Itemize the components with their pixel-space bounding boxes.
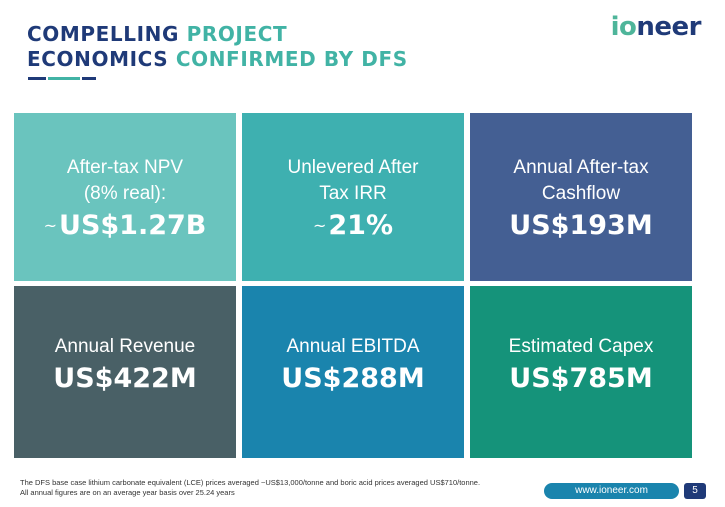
title-line2-dark: ECONOMICS: [27, 47, 176, 71]
value-text: US$288M: [281, 363, 425, 394]
footnote-line-1: The DFS base case lithium carbonate equi…: [20, 478, 481, 487]
value-text: US$785M: [509, 363, 653, 394]
approx-prefix: ~: [43, 216, 58, 236]
tile-value: ~US$1.27B: [44, 209, 207, 244]
tile-estimated-capex: Estimated Capex US$785M: [470, 286, 692, 458]
tile-label: After-tax NPV (8% real):: [66, 156, 184, 204]
value-text: 21%: [328, 209, 394, 241]
value-text: US$422M: [53, 363, 197, 394]
tile-label: Unlevered After Tax IRR: [287, 156, 419, 204]
tile-label: Annual EBITDA: [286, 336, 420, 357]
title-line2-accent: CONFIRMED BY DFS: [175, 47, 408, 71]
footnote: The DFS base case lithium carbonate equi…: [20, 478, 480, 498]
value-text: US$193M: [509, 210, 653, 241]
tile-after-tax-npv: After-tax NPV (8% real): ~US$1.27B: [14, 113, 236, 281]
website-link[interactable]: www.ioneer.com: [544, 483, 679, 499]
tile-annual-ebitda: Annual EBITDA US$288M: [242, 286, 464, 458]
tile-value: US$193M: [509, 209, 652, 243]
tile-label: Annual Revenue: [54, 336, 196, 357]
footnote-line-2: All annual figures are on an average yea…: [20, 488, 235, 497]
page-number: 5: [684, 483, 706, 499]
tile-value: US$422M: [53, 362, 196, 396]
title-line1-accent: PROJECT: [186, 22, 288, 46]
tile-value: US$288M: [281, 362, 424, 396]
tile-unlevered-irr: Unlevered After Tax IRR ~21%: [242, 113, 464, 281]
tile-label: Annual After-tax Cashflow: [513, 157, 649, 204]
slide-title: COMPELLING PROJECT ECONOMICS CONFIRMED B…: [27, 22, 408, 72]
tile-label: Estimated Capex: [508, 336, 654, 357]
approx-prefix: ~: [312, 216, 327, 236]
title-line1-dark: COMPELLING: [27, 22, 187, 46]
tile-value: US$785M: [509, 362, 652, 396]
tile-annual-revenue: Annual Revenue US$422M: [14, 286, 236, 458]
value-text: US$1.27B: [59, 209, 207, 241]
logo-part-neer: neer: [636, 12, 701, 42]
ioneer-logo: ioneer: [610, 12, 702, 42]
tile-annual-cashflow: Annual After-tax Cashflow US$193M: [470, 113, 692, 281]
tile-value: ~21%: [313, 209, 393, 244]
logo-part-io: io: [610, 12, 637, 42]
